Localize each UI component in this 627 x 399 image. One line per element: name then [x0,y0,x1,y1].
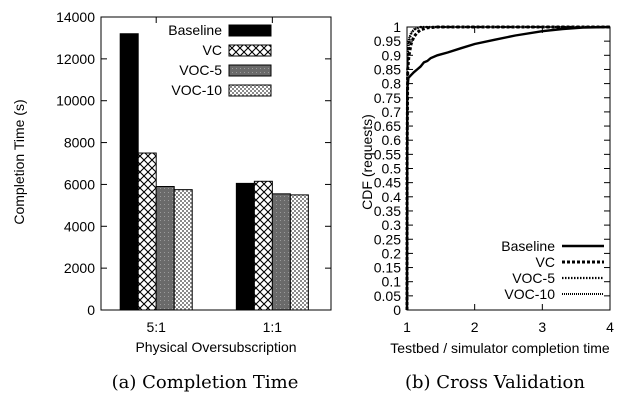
a-ytick-label: 8000 [64,135,95,151]
b-ylabel: CDF (requests) [359,114,375,210]
b-ytick-label: 0.9 [382,47,402,63]
cross-validation-cdf-chart: CDF (requests) Testbed / simulator compl… [359,19,614,356]
line-baseline [405,25,611,311]
b-xtick-label: 1 [403,319,411,335]
a-legend-swatch-voc-5 [228,64,272,77]
a-ytick-label: 10000 [56,93,95,109]
a-legend-swatch-vc [228,44,272,57]
a-legend-label: VOC-10 [171,82,222,98]
bar-baseline-5-1 [119,33,139,311]
completion-time-bar-chart: Completion Time (s) Physical Oversubscri… [11,9,332,355]
b-xtick-label: 3 [538,319,546,335]
b-ytick-label: 0.5 [382,161,402,177]
bar-voc-5-5-1 [155,186,175,311]
b-xtick-label: 2 [471,319,479,335]
b-ytick-label: 0.95 [374,33,401,49]
a-xtick-label: 5:1 [146,319,166,335]
a-legend-label: Baseline [168,22,222,38]
a-xlabel: Physical Oversubscription [135,339,296,355]
b-ytick-label: 0.6 [382,132,402,148]
bar-vc-1-1 [253,180,273,311]
b-ytick-label: 0 [393,302,401,318]
b-ytick-label: 0.1 [382,274,402,290]
b-ytick-label: 0.65 [374,118,401,134]
a-legend-label: VC [203,42,222,58]
a-ytick-label: 2000 [64,260,95,276]
b-ytick-label: 0.4 [382,189,402,205]
b-ytick-label: 0.25 [374,231,401,247]
b-ytick-label: 0.3 [382,217,402,233]
line-voc-10 [406,26,610,311]
a-ytick-label: 4000 [64,218,95,234]
line-voc-5 [405,25,610,311]
line-vc [405,25,610,311]
bar-vc-5-1 [137,152,157,311]
b-ytick-label: 0.15 [374,260,401,276]
a-xtick-label: 1:1 [263,319,283,335]
b-ytick-label: 0.75 [374,90,401,106]
caption-a: (a) Completion Time [112,372,299,393]
b-ytick-label: 0.85 [374,61,401,77]
b-ytick-label: 1 [393,19,401,35]
a-ytick-label: 12000 [56,51,95,67]
bar-voc-10-1-1 [289,194,309,311]
b-legend-label: VC [536,254,555,270]
b-legend-label: VOC-5 [512,270,555,286]
b-xtick-label: 4 [606,319,614,335]
b-ytick-label: 0.7 [382,104,402,120]
b-plot-frame [406,26,611,311]
a-ytick-label: 0 [87,302,95,318]
caption-b: (b) Cross Validation [405,372,585,393]
b-ytick-label: 0.05 [374,288,401,304]
a-ytick-label: 6000 [64,176,95,192]
a-plot-frame [100,16,332,311]
b-xlabel: Testbed / simulator completion time [390,340,610,356]
b-ytick-label: 0.35 [374,203,401,219]
b-legend-label: VOC-10 [504,286,555,302]
bar-voc-10-5-1 [173,189,193,311]
bar-voc-5-1-1 [271,193,291,311]
a-ytick-label: 14000 [56,9,95,25]
a-legend-swatch-baseline [228,24,272,37]
bar-baseline-1-1 [235,182,255,311]
a-legend-swatch-voc-10 [228,84,272,97]
b-ytick-label: 0.8 [382,76,402,92]
b-ytick-label: 0.55 [374,146,401,162]
a-ylabel: Completion Time (s) [11,99,27,224]
b-ytick-label: 0.45 [374,175,401,191]
a-legend-label: VOC-5 [179,62,222,78]
b-ytick-label: 0.2 [382,245,402,261]
b-legend-label: Baseline [501,238,555,254]
